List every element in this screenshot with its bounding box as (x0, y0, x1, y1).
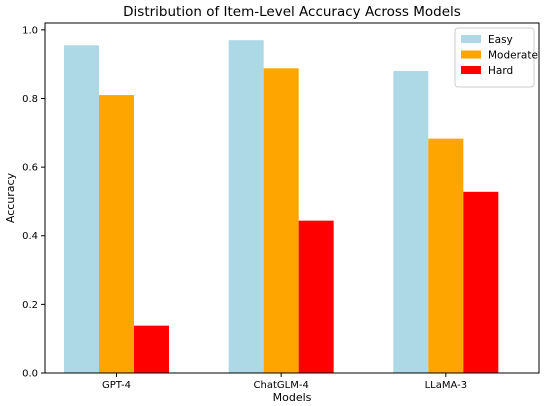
y-axis-label: Accuracy (4, 172, 17, 223)
y-tick-label: 1.0 (22, 25, 38, 36)
bar-moderate-gpt-4 (99, 95, 134, 373)
bar-hard-llama-3 (463, 191, 499, 373)
legend-label-moderate: Moderate (488, 50, 538, 62)
x-tick-label: LLaMA-3 (425, 380, 468, 391)
axes-layer: 0.0 0.2 0.4 0.6 0.8 1.0 GPT-4 ChatGLM-4 LLaMA-3 (22, 22, 540, 391)
bars-layer (64, 40, 499, 374)
legend-label-hard: Hard (488, 65, 513, 77)
bar-easy-gpt-4 (64, 45, 99, 373)
legend-swatch-hard (461, 66, 481, 74)
y-tick-label: 0.4 (22, 231, 38, 242)
y-tick-label: 0.2 (22, 300, 38, 311)
bar-hard-gpt-4 (134, 325, 169, 373)
x-tick-label: ChatGLM-4 (254, 380, 309, 391)
bar-moderate-llama-3 (428, 138, 464, 373)
x-tick-label: GPT-4 (102, 380, 131, 391)
bar-easy-llama-3 (393, 71, 429, 373)
y-tick-label: 0.0 (22, 369, 38, 380)
legend: Easy Moderate Hard (454, 27, 538, 88)
legend-swatch-moderate (461, 50, 481, 59)
y-tick-label: 0.8 (22, 94, 38, 105)
chart-title: Distribution of Item-Level Accuracy Acro… (123, 4, 461, 20)
bar-hard-chatglm-4 (298, 220, 334, 373)
bar-easy-chatglm-4 (228, 40, 264, 374)
legend-label-easy: Easy (488, 34, 513, 46)
x-axis-label: Models (273, 391, 312, 404)
plot-frame (44, 22, 540, 374)
y-tick-label: 0.6 (22, 163, 38, 174)
bar-moderate-chatglm-4 (263, 68, 299, 373)
legend-swatch-easy (461, 35, 481, 43)
